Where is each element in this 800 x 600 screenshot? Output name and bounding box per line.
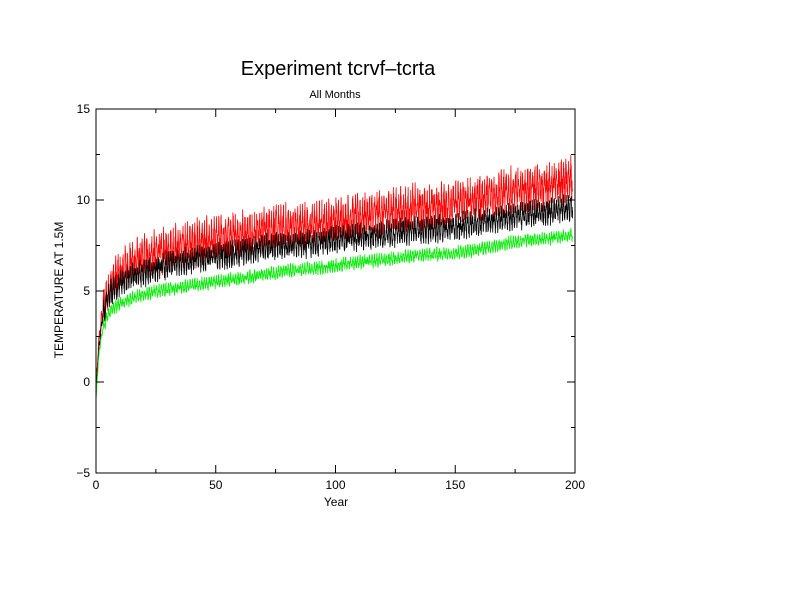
series-layer xyxy=(95,155,574,400)
x-tick-label: 200 xyxy=(565,478,585,492)
y-tick-label: 5 xyxy=(83,284,90,298)
series-line-1 xyxy=(95,194,574,398)
y-tick-label: −5 xyxy=(76,466,90,480)
y-tick-label: 10 xyxy=(77,193,91,207)
x-tick-label: 0 xyxy=(93,478,100,492)
x-axis-label: Year xyxy=(324,495,348,509)
x-tick-label: 150 xyxy=(445,478,465,492)
y-axis-label: TEMPERATURE AT 1.5M xyxy=(52,222,66,359)
x-tick-label: 100 xyxy=(325,478,345,492)
x-tick-label: 50 xyxy=(209,478,223,492)
series-line-2 xyxy=(95,227,573,400)
chart-title: Experiment tcrvf–tcrta xyxy=(241,58,436,80)
chart-subtitle: All Months xyxy=(309,89,361,101)
y-tick-label: 15 xyxy=(77,102,91,116)
y-tick-label: 0 xyxy=(83,375,90,389)
